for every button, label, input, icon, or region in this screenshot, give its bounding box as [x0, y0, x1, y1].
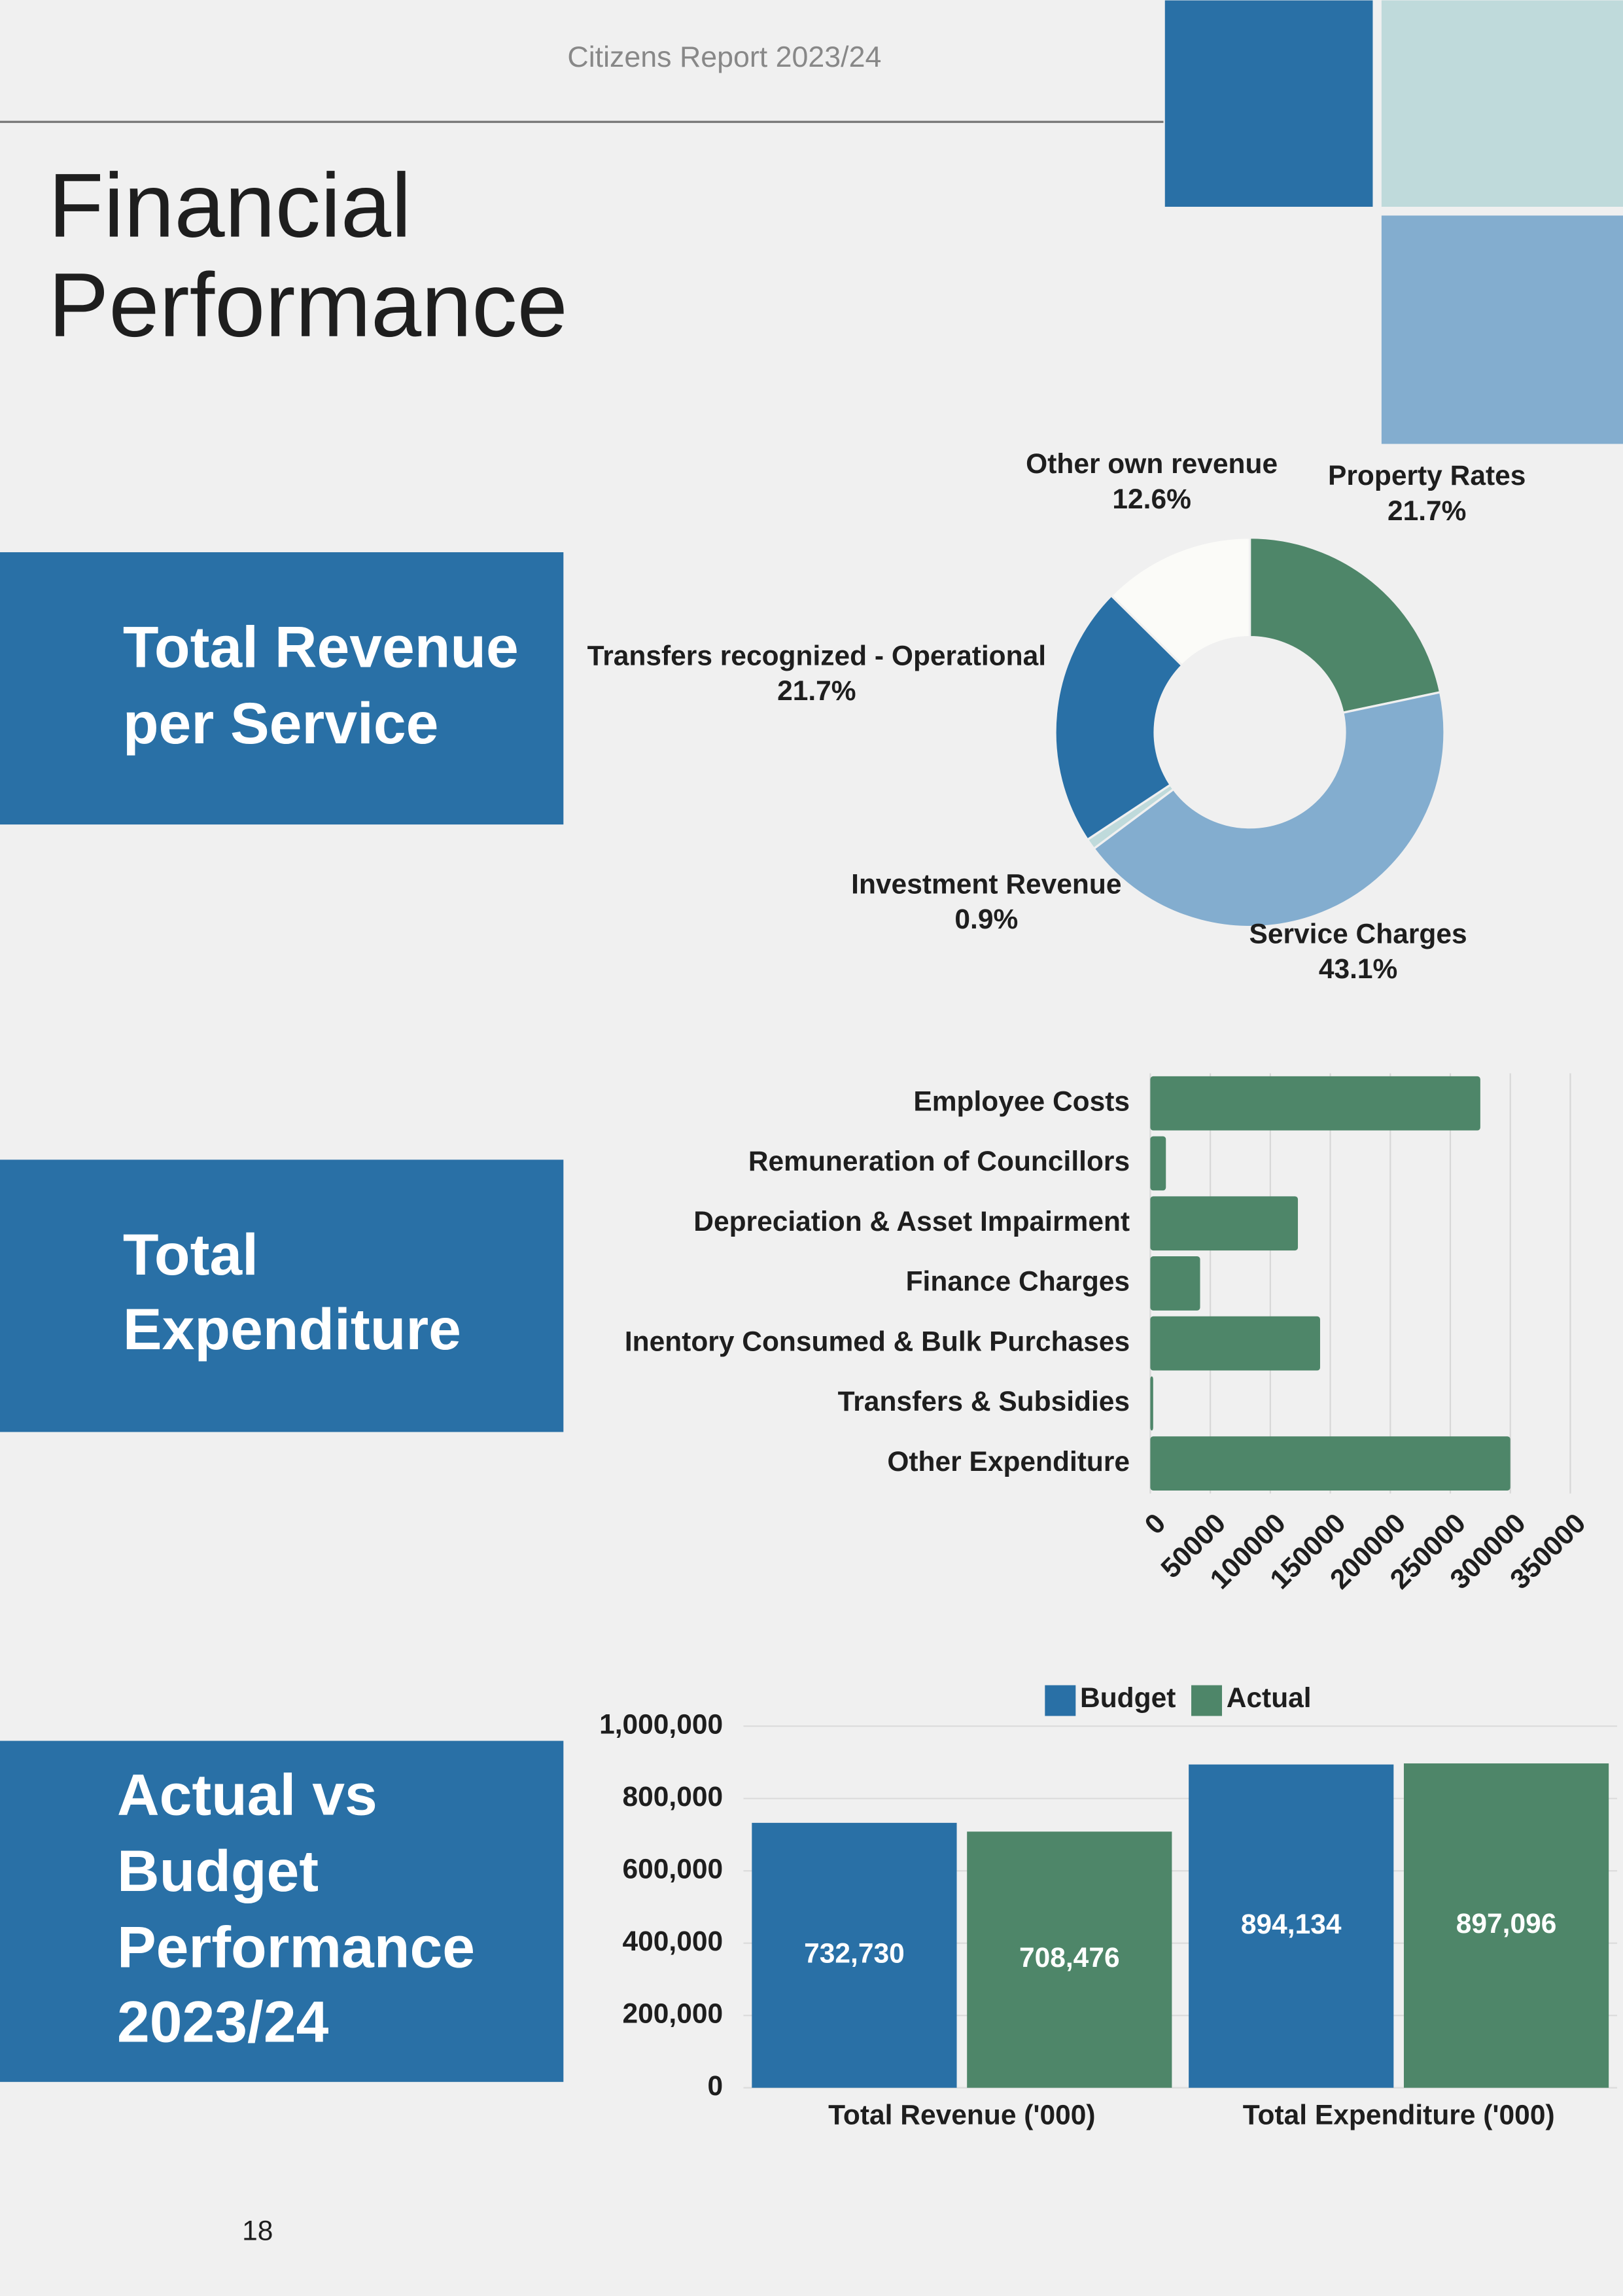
- section-title: per Service: [123, 690, 438, 756]
- section-title: 2023/24: [117, 1988, 329, 2054]
- section-title: Expenditure: [123, 1296, 461, 1362]
- legend-swatch: [1045, 1685, 1076, 1716]
- y-tick-label: 200,000: [623, 1998, 724, 2029]
- section-panel: [0, 552, 564, 825]
- donut-slice: [1248, 536, 1442, 715]
- deco-square: [1164, 0, 1373, 207]
- page-number: 18: [242, 2216, 273, 2246]
- page-title: Performance: [48, 255, 568, 356]
- bar: [1150, 1196, 1299, 1251]
- donut-slice: [1109, 536, 1251, 667]
- section-panel: [0, 1159, 564, 1432]
- bar: [967, 1831, 1172, 2088]
- y-tick-label: Remuneration of Councillors: [748, 1146, 1130, 1177]
- slice-value: 43.1%: [1319, 954, 1398, 985]
- y-tick-label: 400,000: [623, 1926, 724, 1957]
- y-tick-label: 0: [708, 2071, 724, 2102]
- slice-label: Property Rates: [1328, 461, 1526, 491]
- slice-value: 0.9%: [954, 904, 1018, 935]
- slice-label: Service Charges: [1249, 919, 1467, 949]
- bar: [752, 1822, 957, 2088]
- slice-label: Other own revenue: [1026, 449, 1278, 480]
- section-title: Performance: [117, 1914, 475, 1979]
- slice-value: 21.7%: [777, 676, 856, 707]
- x-tick-label: Total Revenue ('000): [828, 2100, 1095, 2131]
- section-panel: [0, 1740, 564, 2082]
- slice-value: 12.6%: [1112, 484, 1191, 515]
- donut-slice: [1092, 690, 1446, 928]
- bar: [1150, 1136, 1166, 1191]
- deco-square: [1381, 0, 1623, 207]
- bar: [1403, 1763, 1609, 2088]
- donut-slice: [1054, 593, 1184, 841]
- section-title: Total: [123, 1222, 258, 1287]
- deco-square: [1381, 215, 1623, 444]
- bar-value-label: 708,476: [1019, 1943, 1120, 1973]
- slice-label: Transfers recognized - Operational: [587, 641, 1046, 671]
- bar-value-label: 894,134: [1241, 1909, 1342, 1940]
- section-title: Actual vs: [117, 1762, 377, 1828]
- page-title: Financial: [48, 155, 411, 256]
- bar: [1189, 1764, 1394, 2088]
- header: Citizens Report 2023/24: [567, 41, 881, 73]
- bar: [1150, 1316, 1320, 1371]
- bar: [1150, 1436, 1510, 1491]
- bar: [1150, 1076, 1480, 1131]
- legend-label: Actual: [1227, 1683, 1312, 1714]
- bar-value-label: 732,730: [804, 1939, 905, 1969]
- legend-label: Budget: [1080, 1683, 1176, 1714]
- x-tick-label: Total Expenditure ('000): [1243, 2100, 1555, 2131]
- legend-swatch: [1191, 1685, 1223, 1716]
- section-title: Total Revenue: [123, 614, 519, 680]
- bar-value-label: 897,096: [1456, 1909, 1557, 1939]
- section-title: Budget: [117, 1838, 319, 1903]
- y-tick-label: Depreciation & Asset Impairment: [693, 1207, 1130, 1237]
- y-tick-label: Transfers & Subsidies: [838, 1386, 1130, 1417]
- bar: [1150, 1256, 1200, 1311]
- y-tick-label: Inentory Consumed & Bulk Purchases: [625, 1326, 1130, 1357]
- y-tick-label: 800,000: [623, 1782, 724, 1812]
- y-tick-label: Employee Costs: [913, 1087, 1130, 1118]
- bar: [1150, 1376, 1153, 1431]
- y-tick-label: 1,000,000: [599, 1709, 723, 1740]
- slice-label: Investment Revenue: [851, 869, 1121, 900]
- slice-value: 21.7%: [1387, 496, 1467, 527]
- y-tick-label: 600,000: [623, 1854, 724, 1884]
- y-tick-label: Finance Charges: [906, 1267, 1130, 1298]
- y-tick-label: Other Expenditure: [887, 1447, 1130, 1477]
